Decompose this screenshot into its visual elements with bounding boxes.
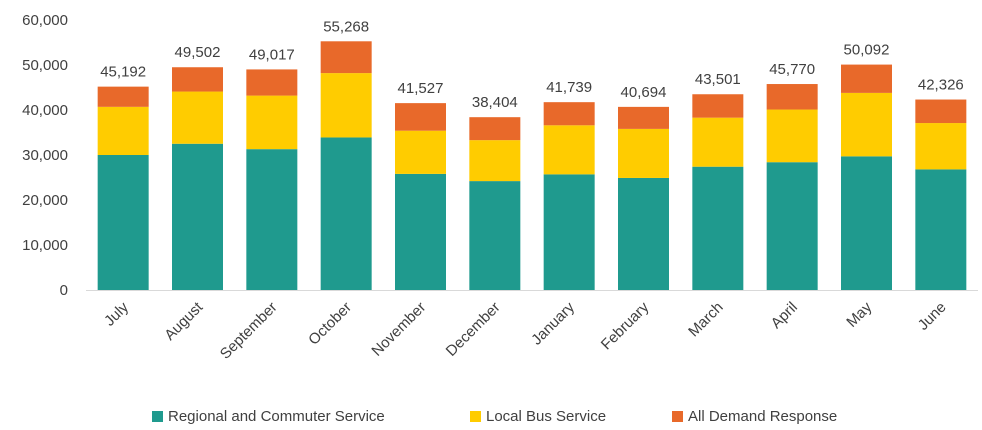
bar-segment-2	[766, 109, 818, 163]
y-tick-label: 30,000	[22, 147, 68, 164]
bar-segment-3	[692, 94, 744, 118]
y-tick-label: 40,000	[22, 102, 68, 119]
x-tick-label: August	[161, 298, 207, 344]
bar-segment-1	[543, 174, 595, 290]
x-tick-label: December	[443, 299, 504, 360]
bar-segment-2	[618, 128, 669, 178]
bar-segment-2	[395, 130, 446, 174]
legend-swatch	[152, 411, 163, 422]
bar-segment-1	[692, 166, 744, 290]
bar-segment-3	[320, 41, 372, 74]
bar-segment-1	[841, 156, 892, 290]
bar-segment-2	[915, 123, 967, 170]
bar-segment-1	[395, 173, 446, 290]
total-data-label: 40,694	[621, 84, 667, 101]
bar-segment-1	[618, 177, 669, 290]
x-tick-label: January	[528, 298, 578, 348]
bar-segment-1	[320, 137, 372, 290]
x-tick-label: May	[843, 298, 875, 330]
bar-segment-1	[766, 162, 818, 290]
x-tick-label: June	[915, 299, 950, 334]
bar-segment-1	[915, 169, 967, 290]
total-data-label: 49,017	[249, 46, 295, 63]
bar-segment-2	[692, 117, 744, 167]
bar-segment-2	[172, 91, 223, 144]
y-tick-label: 60,000	[22, 12, 68, 29]
x-tick-label: November	[368, 299, 429, 360]
legend-label: Local Bus Service	[486, 408, 606, 425]
total-data-label: 49,502	[175, 44, 221, 61]
bar-segment-1	[97, 155, 149, 290]
total-data-label: 45,770	[769, 61, 815, 78]
bar-segment-1	[172, 143, 223, 290]
bar-segment-1	[246, 149, 298, 290]
bar-segment-3	[915, 99, 967, 124]
bar-segment-3	[543, 102, 595, 126]
legend-swatch	[672, 411, 683, 422]
bar-segment-3	[469, 117, 521, 141]
bar-segment-2	[543, 125, 595, 175]
bar-segment-3	[618, 106, 669, 129]
legend-label: Regional and Commuter Service	[168, 408, 385, 425]
bar-segment-2	[469, 140, 521, 182]
bar-segment-3	[97, 86, 149, 107]
total-data-label: 43,501	[695, 71, 741, 88]
total-data-label: 55,268	[323, 18, 369, 35]
bar-segment-2	[246, 95, 298, 150]
x-tick-label: February	[598, 298, 653, 353]
bar-segment-3	[841, 64, 892, 93]
total-data-label: 41,739	[546, 79, 592, 96]
total-data-label: 41,527	[398, 80, 444, 97]
x-tick-label: September	[217, 299, 281, 363]
bar-segment-3	[246, 69, 298, 96]
total-data-label: 42,326	[918, 77, 964, 94]
bar-segment-1	[469, 181, 521, 290]
x-tick-label: April	[768, 299, 801, 332]
bar-segment-2	[841, 92, 892, 157]
y-tick-label: 50,000	[22, 57, 68, 74]
total-data-label: 45,192	[100, 64, 146, 81]
bar-segment-3	[395, 103, 446, 131]
x-tick-label: October	[305, 299, 355, 349]
y-tick-label: 0	[60, 282, 68, 299]
x-tick-label: March	[685, 299, 726, 340]
bar-segment-3	[766, 84, 818, 110]
y-tick-label: 10,000	[22, 237, 68, 254]
x-tick-label: July	[101, 298, 132, 329]
total-data-label: 50,092	[844, 42, 890, 59]
legend-label: All Demand Response	[688, 408, 837, 425]
legend-swatch	[470, 411, 481, 422]
bar-segment-2	[320, 73, 372, 138]
bar-segment-2	[97, 106, 149, 155]
total-data-label: 38,404	[472, 94, 518, 111]
bar-segment-3	[172, 67, 223, 92]
y-tick-label: 20,000	[22, 192, 68, 209]
